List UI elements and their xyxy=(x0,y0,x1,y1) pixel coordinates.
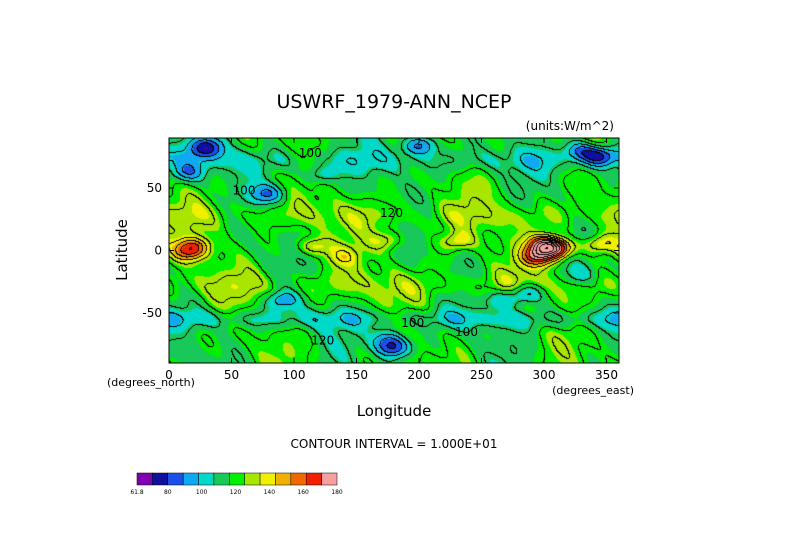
x-unit-label: (degrees_east) xyxy=(552,384,634,397)
contour-labels: 100 100 120 100 100 120 xyxy=(233,146,478,348)
colorbar-tick-label: 120 xyxy=(230,489,242,496)
y-tick-label: 0 xyxy=(154,244,162,258)
x-axis-label: Longitude xyxy=(357,402,432,420)
x-tick-label: 100 xyxy=(283,368,306,382)
contour-label: 100 xyxy=(401,316,424,330)
colorbar-swatch xyxy=(136,472,153,486)
colorbar-tick-label: 140 xyxy=(264,489,276,496)
colorbar: 61.8 80 100 120 140 160 180 xyxy=(130,472,343,496)
colorbar-swatch xyxy=(152,472,169,486)
contour-label: 120 xyxy=(311,334,334,348)
contour-label: 120 xyxy=(380,206,403,220)
colorbar-swatch xyxy=(213,472,230,486)
x-tick-label: 250 xyxy=(470,368,493,382)
x-tick-label: 0 xyxy=(165,368,173,382)
colorbar-swatch xyxy=(259,472,276,486)
colorbar-swatch xyxy=(275,472,292,486)
colorbar-swatch xyxy=(229,472,245,486)
colorbar-swatch xyxy=(305,472,322,486)
y-tick-label: 50 xyxy=(147,181,162,195)
contour-label: 100 xyxy=(455,325,478,339)
plot-area: 100 100 120 100 100 120 0 50 100 150 200 250 300 350… xyxy=(142,137,620,382)
units-label: (units:W/m^2) xyxy=(526,119,614,133)
chart-title: USWRF_1979-ANN_NCEP xyxy=(276,91,511,113)
colorbar-swatch xyxy=(321,472,338,486)
colorbar-tick-label: 160 xyxy=(297,489,309,496)
colorbar-tick-label: 100 xyxy=(196,489,208,496)
colorbar-tick-label: 80 xyxy=(164,489,172,496)
colorbar-tick-label: 61.8 xyxy=(130,489,144,496)
colorbar-swatch xyxy=(290,472,307,486)
contour-interval-text: CONTOUR INTERVAL = 1.000E+01 xyxy=(291,437,498,451)
heatmap-field xyxy=(169,138,619,363)
contour-label: 100 xyxy=(233,184,256,198)
y-axis-ticks: -50 0 50 xyxy=(142,181,619,320)
y-unit-label: (degrees_north) xyxy=(107,376,195,389)
colorbar-swatch xyxy=(182,472,199,486)
x-tick-label: 200 xyxy=(408,368,431,382)
contour-label: 100 xyxy=(299,146,322,160)
x-tick-label: 300 xyxy=(533,368,556,382)
x-tick-label: 350 xyxy=(595,368,618,382)
colorbar-swatch xyxy=(198,472,215,486)
y-axis-label: Latitude xyxy=(113,219,131,281)
x-tick-label: 50 xyxy=(224,368,239,382)
colorbar-swatch xyxy=(244,472,261,486)
x-axis-ticks: 0 50 100 150 200 250 300 350 xyxy=(165,138,618,382)
x-tick-label: 150 xyxy=(345,368,368,382)
colorbar-swatch xyxy=(167,472,184,486)
y-tick-label: -50 xyxy=(142,306,162,320)
colorbar-tick-label: 180 xyxy=(331,489,343,496)
